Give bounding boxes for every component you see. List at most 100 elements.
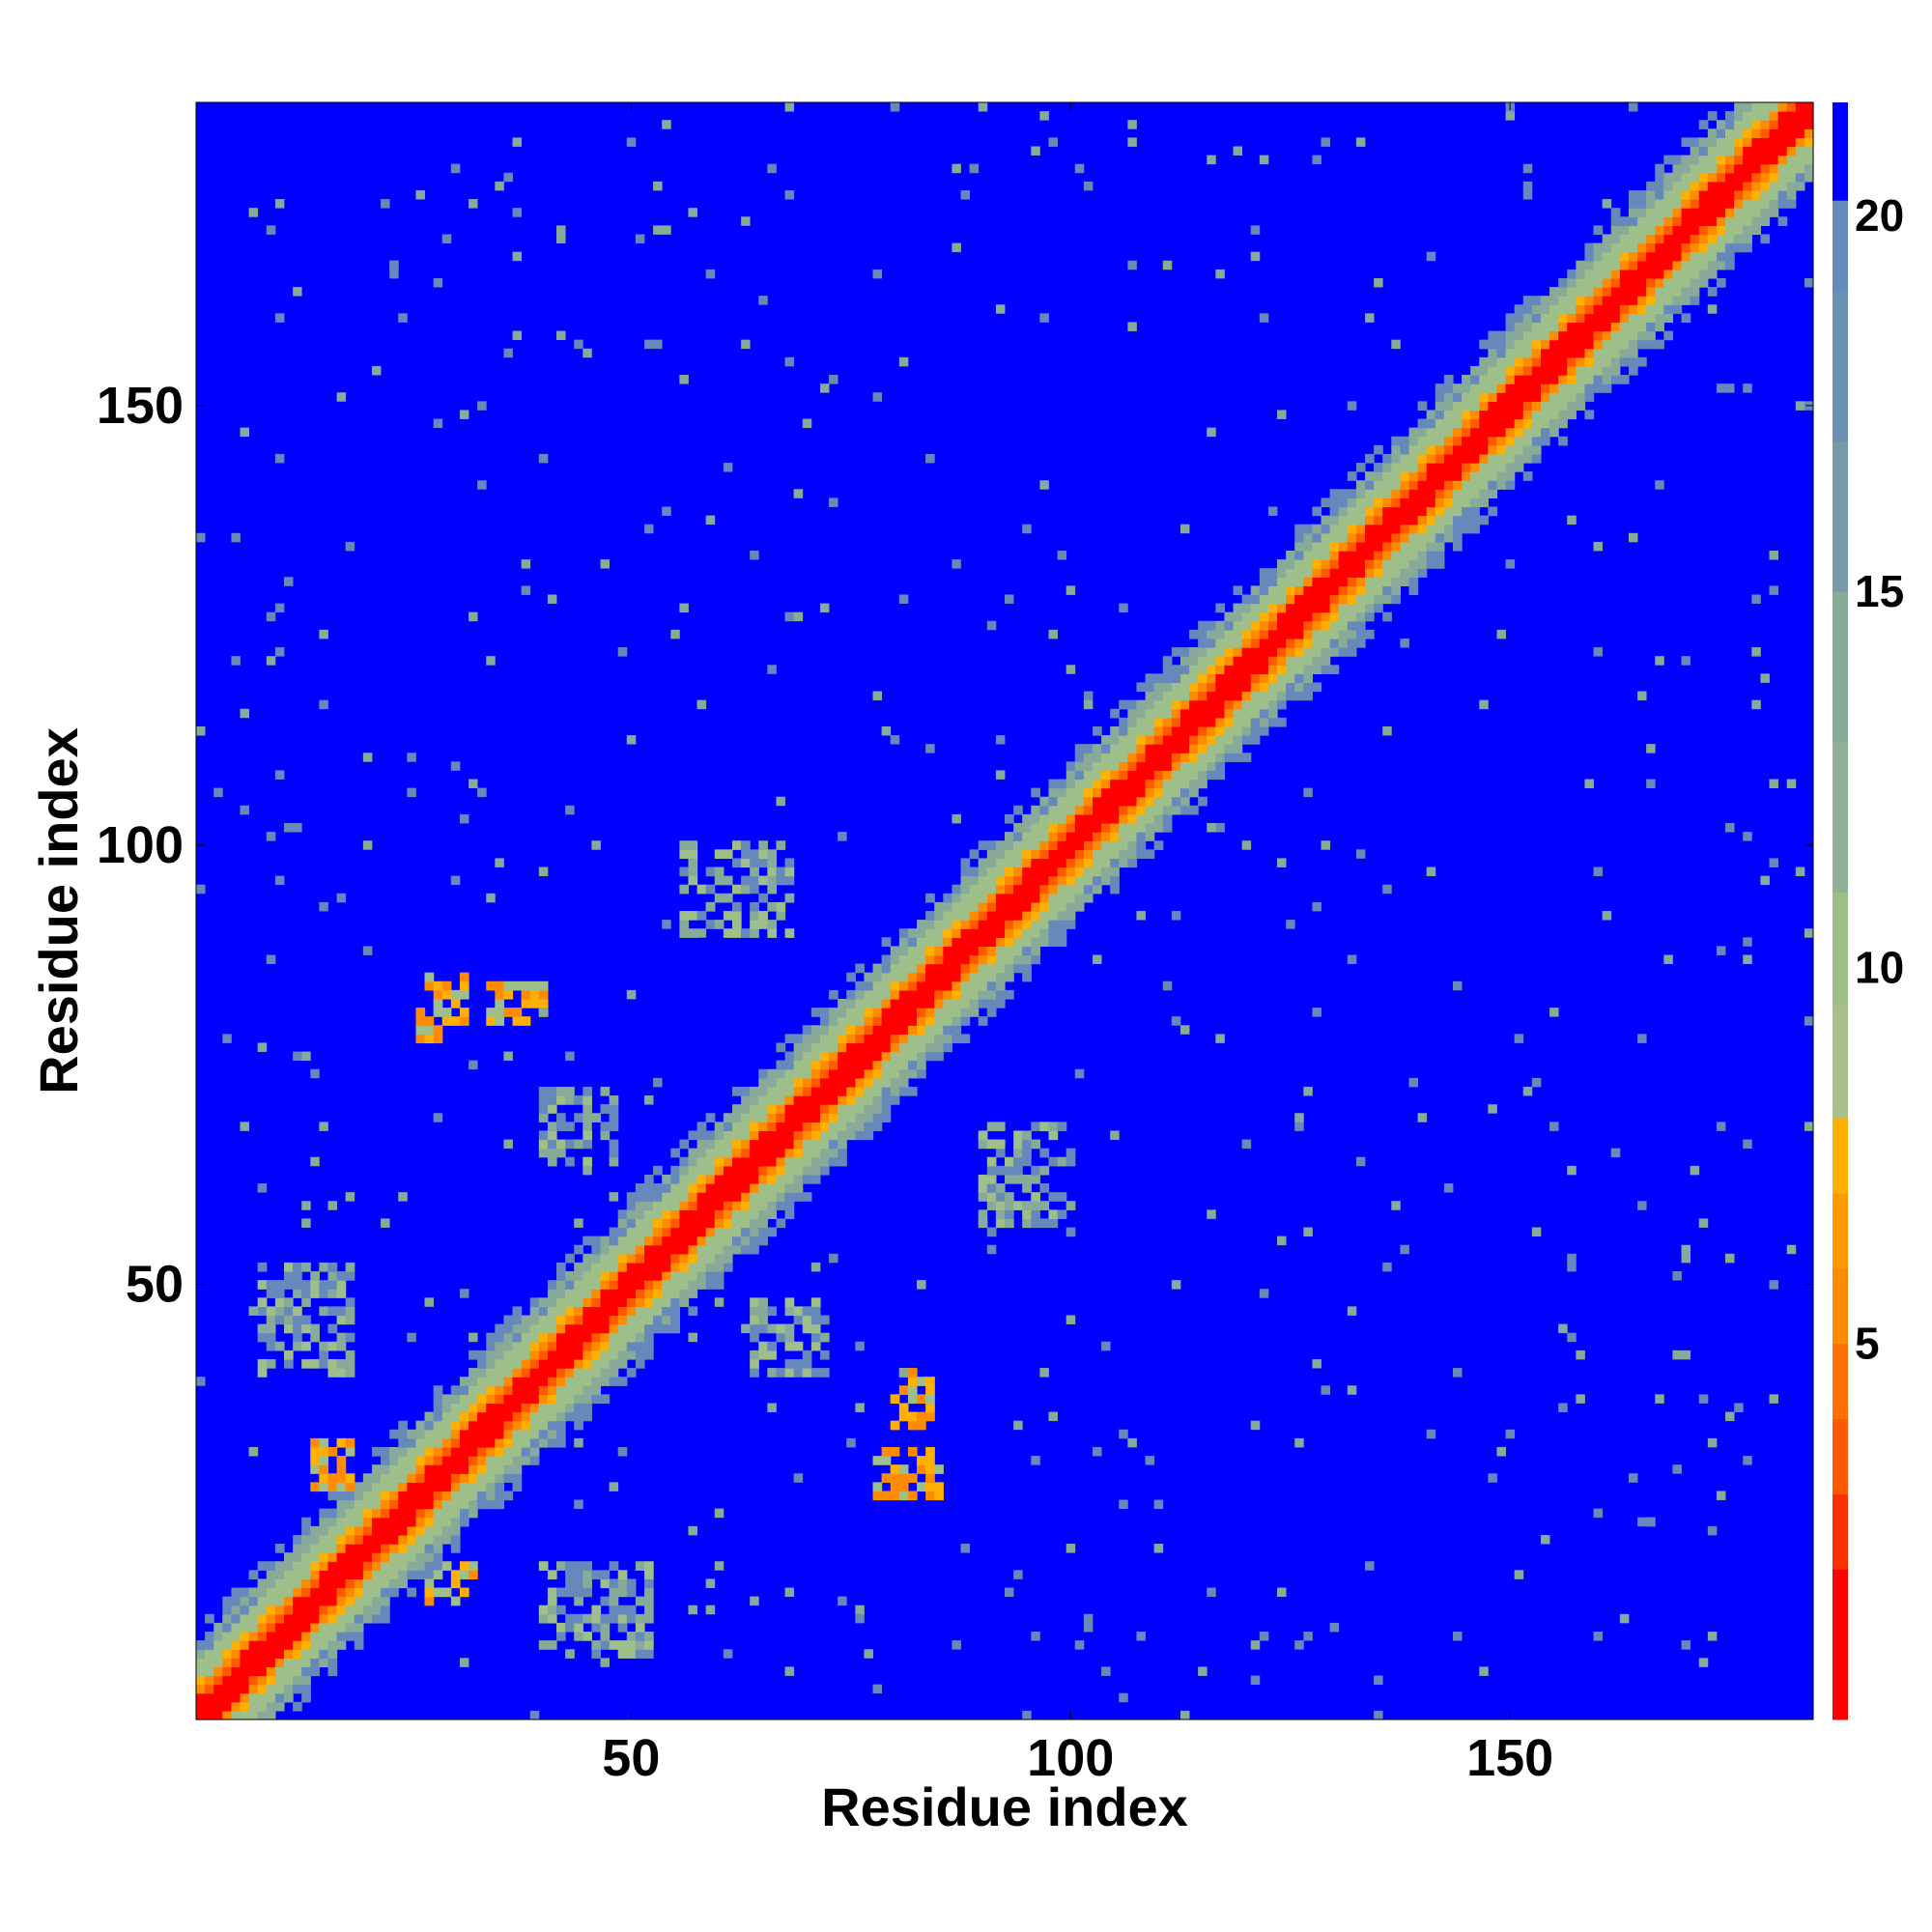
heatmap-cell [503, 1358, 514, 1369]
heatmap-cell [1804, 146, 1814, 156]
heatmap-cell [495, 1429, 505, 1439]
heatmap-cell [986, 1156, 997, 1167]
heatmap-cell [538, 1130, 549, 1141]
heatmap-cell [327, 1649, 338, 1659]
heatmap-cell [591, 1368, 602, 1378]
heatmap-cell [1602, 251, 1612, 262]
heatmap-cell [1514, 463, 1524, 472]
heatmap-cell [1101, 744, 1111, 753]
heatmap-cell [319, 629, 328, 639]
heatmap-cell [1558, 330, 1568, 341]
heatmap-cell [1321, 577, 1331, 586]
heatmap-cell [495, 989, 505, 1000]
heatmap-cell [574, 1262, 583, 1272]
heatmap-cell [890, 1051, 900, 1062]
heatmap-cell [1294, 550, 1304, 560]
heatmap-cell [512, 980, 523, 991]
heatmap-cell [1602, 296, 1612, 305]
heatmap-cell [1391, 463, 1401, 472]
heatmap-cell [266, 1658, 276, 1668]
heatmap-cell [1725, 225, 1735, 236]
heatmap-cell [582, 1323, 592, 1334]
heatmap-cell [1672, 1271, 1682, 1281]
heatmap-cell [864, 1016, 874, 1026]
heatmap-cell [441, 1429, 452, 1439]
heatmap-cell [1338, 506, 1349, 517]
heatmap-cell [565, 1368, 575, 1378]
heatmap-cell [917, 1008, 926, 1017]
heatmap-cell [469, 1482, 478, 1492]
heatmap-cell [1690, 181, 1700, 191]
heatmap-cell [319, 1570, 329, 1580]
heatmap-cell [810, 1297, 821, 1307]
heatmap-cell [1031, 1174, 1040, 1184]
heatmap-cell [1321, 541, 1331, 552]
heatmap-cell [723, 893, 733, 903]
heatmap-cell [371, 1473, 382, 1483]
heatmap-cell [521, 1315, 531, 1325]
heatmap-cell [952, 911, 962, 921]
heatmap-cell [1531, 304, 1542, 314]
heatmap-cell [731, 1201, 742, 1210]
heatmap-cell [248, 1622, 259, 1633]
heatmap-cell [1479, 356, 1489, 367]
heatmap-cell [1057, 1209, 1067, 1220]
heatmap-cell [1488, 471, 1498, 481]
heatmap-cell [617, 1649, 628, 1659]
heatmap-cell [1294, 524, 1304, 534]
heatmap-cell [1259, 691, 1269, 701]
heatmap-cell [793, 1315, 804, 1325]
heatmap-cell [872, 1060, 883, 1070]
heatmap-cell [1277, 673, 1287, 684]
heatmap-cell [741, 1323, 751, 1334]
heatmap-cell [1092, 813, 1102, 824]
heatmap-cell [1127, 1437, 1137, 1448]
heatmap-cell [222, 1596, 232, 1606]
heatmap-cell [784, 1104, 795, 1114]
heatmap-cell [1786, 137, 1797, 148]
heatmap-cell [248, 1570, 259, 1580]
heatmap-cell [810, 1332, 821, 1343]
heatmap-cell [925, 1456, 935, 1465]
heatmap-cell [1153, 682, 1164, 693]
heatmap-cell [1355, 577, 1366, 586]
heatmap-cell [1602, 339, 1612, 350]
heatmap-cell [450, 1411, 461, 1422]
heatmap-cell [301, 1684, 311, 1694]
y-tick-label: 100 [97, 816, 184, 874]
heatmap-cell [240, 1605, 250, 1615]
heatmap-cell [995, 1218, 1006, 1229]
heatmap-cell [283, 1350, 294, 1360]
heatmap-cell [626, 1315, 637, 1325]
heatmap-cell [1162, 260, 1173, 270]
heatmap-cell [1435, 436, 1445, 446]
heatmap-cell [1426, 1429, 1436, 1439]
heatmap-cell [714, 1236, 724, 1246]
heatmap-cell [635, 1613, 645, 1624]
heatmap-cell [1751, 172, 1762, 183]
heatmap-cell [1189, 805, 1199, 815]
heatmap-cell [433, 1113, 443, 1122]
heatmap-cell [776, 1122, 786, 1132]
heatmap-cell [1681, 277, 1691, 288]
heatmap-cell [995, 963, 1006, 974]
heatmap-cell [810, 1025, 821, 1035]
heatmap-cell [1259, 577, 1269, 586]
heatmap-cell [512, 1358, 523, 1369]
heatmap-cell [1567, 365, 1577, 376]
heatmap-cell [934, 1051, 944, 1062]
heatmap-cell [1277, 594, 1287, 605]
heatmap-cell [793, 1095, 804, 1105]
heatmap-cell [1101, 813, 1111, 824]
heatmap-cell [1505, 436, 1516, 446]
heatmap-cell [1391, 339, 1401, 350]
heatmap-cell [1267, 620, 1278, 631]
heatmap-cell [547, 1086, 557, 1096]
heatmap-cell [222, 1622, 232, 1633]
heatmap-cell [371, 1544, 382, 1553]
heatmap-cell [503, 1368, 514, 1378]
heatmap-cell [1681, 313, 1691, 324]
heatmap-cell [1470, 524, 1480, 534]
heatmap-cell [1355, 524, 1366, 534]
heatmap-cell [495, 1446, 505, 1457]
